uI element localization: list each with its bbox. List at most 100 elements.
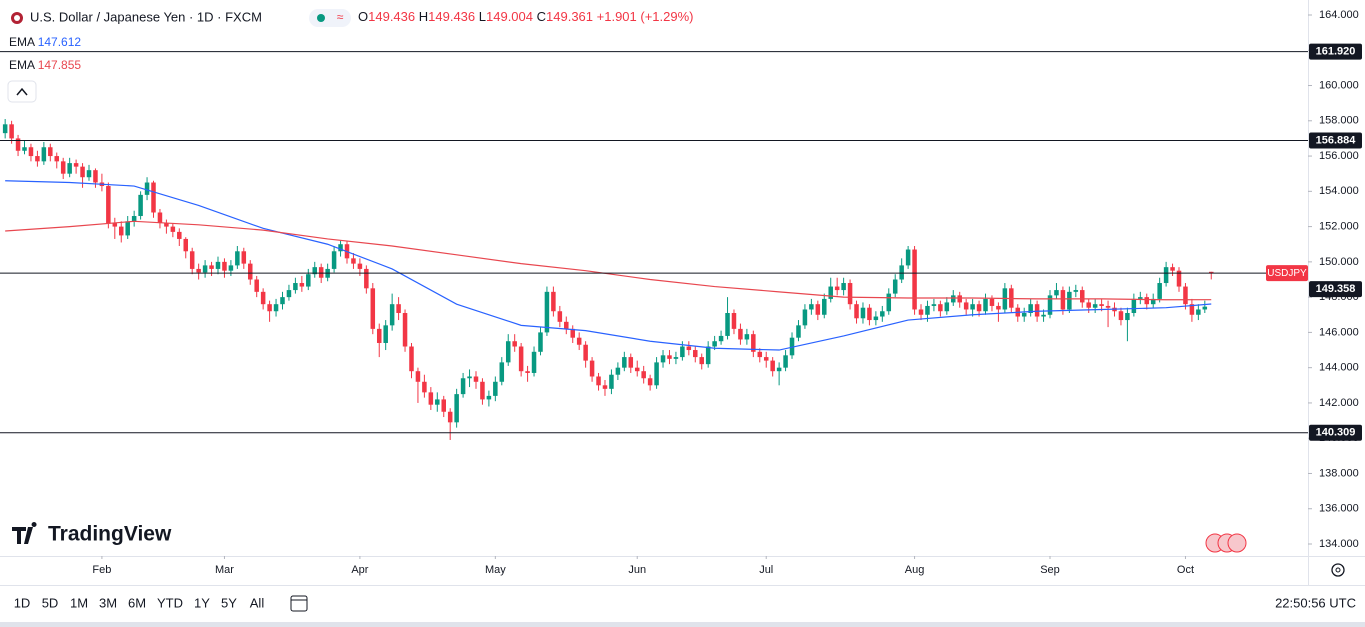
range-button[interactable]: All bbox=[250, 595, 265, 610]
candle-body bbox=[409, 346, 414, 372]
candle-body bbox=[267, 304, 272, 312]
candle-body bbox=[705, 346, 711, 365]
candle-body bbox=[41, 147, 47, 162]
candle-body bbox=[415, 371, 421, 382]
range-button[interactable]: 5D bbox=[42, 595, 59, 610]
range-button[interactable]: 5Y bbox=[221, 595, 237, 610]
candle-body bbox=[783, 355, 788, 368]
range-button[interactable]: 1M bbox=[70, 595, 88, 610]
candle-body bbox=[880, 311, 885, 317]
candle-body bbox=[428, 392, 434, 405]
y-tick-label: 144.000 bbox=[1319, 362, 1359, 374]
y-tick-label: 156.000 bbox=[1319, 150, 1359, 162]
change: +1.901 bbox=[597, 9, 637, 24]
range-button[interactable]: 6M bbox=[128, 595, 146, 610]
candle-body bbox=[299, 283, 305, 287]
candle-body bbox=[751, 334, 756, 352]
candle-body bbox=[634, 367, 640, 372]
candle-body bbox=[318, 267, 324, 278]
brand-logo bbox=[12, 522, 37, 544]
candle-body bbox=[963, 302, 969, 310]
y-tick-label: 134.000 bbox=[1319, 538, 1359, 550]
candle-body bbox=[686, 346, 692, 351]
candle-body bbox=[551, 291, 556, 312]
candle-body bbox=[867, 307, 872, 321]
candle-body bbox=[1034, 304, 1040, 317]
price-label-box bbox=[1309, 43, 1362, 60]
candle-body bbox=[757, 351, 763, 358]
high-value: 149.436 bbox=[428, 9, 475, 24]
candle-body bbox=[215, 261, 221, 269]
flag-icon-inner bbox=[14, 15, 20, 21]
x-tick-label: Sep bbox=[1040, 564, 1060, 576]
candle-body bbox=[312, 267, 318, 275]
brand-name: TradingView bbox=[48, 523, 172, 546]
candle-body bbox=[912, 249, 917, 310]
range-button[interactable]: 3M bbox=[99, 595, 117, 610]
candle-body bbox=[54, 156, 60, 162]
candle-body bbox=[1118, 311, 1124, 321]
event-icon[interactable] bbox=[1227, 533, 1247, 553]
candle-body bbox=[518, 346, 524, 372]
candle-body bbox=[35, 156, 40, 162]
candle-body bbox=[131, 216, 137, 222]
settings-icon[interactable] bbox=[1331, 563, 1345, 577]
price-label: 156.884 bbox=[1316, 134, 1357, 146]
candle-body bbox=[589, 360, 595, 377]
candle-body bbox=[576, 337, 582, 345]
candle-body bbox=[480, 381, 485, 400]
y-tick-label: 150.000 bbox=[1319, 256, 1359, 268]
badge-icon: ≈ bbox=[337, 10, 344, 24]
candle-body bbox=[1208, 271, 1214, 274]
candle-body bbox=[1138, 297, 1143, 299]
candle-body bbox=[673, 357, 679, 359]
collapse-icon bbox=[16, 87, 28, 96]
candle-body bbox=[570, 328, 575, 338]
price-label-box bbox=[1309, 281, 1362, 298]
settings-icon-inner bbox=[1335, 567, 1341, 573]
range-button[interactable]: 1Y bbox=[194, 595, 210, 610]
candle-body bbox=[1092, 304, 1098, 308]
candle-body bbox=[557, 311, 563, 322]
label-o: O bbox=[358, 9, 368, 24]
y-tick-label: 154.000 bbox=[1319, 185, 1359, 197]
candle-body bbox=[834, 286, 840, 291]
x-tick-label: Aug bbox=[905, 564, 925, 576]
candle-body bbox=[1080, 290, 1085, 303]
candle-body bbox=[2, 124, 8, 134]
close-value: 149.361 bbox=[546, 9, 593, 24]
candle-body bbox=[1041, 314, 1046, 317]
candle-body bbox=[86, 170, 92, 178]
candle-body bbox=[809, 304, 814, 310]
ema-name: EMA bbox=[9, 58, 35, 72]
candle-body bbox=[925, 305, 930, 315]
candle-body bbox=[235, 251, 240, 266]
candle-body bbox=[544, 291, 550, 333]
candle-body bbox=[1176, 270, 1182, 287]
candle-body bbox=[1060, 290, 1066, 310]
candle-body bbox=[738, 328, 743, 340]
ema-line bbox=[5, 220, 1212, 301]
open-value: 149.436 bbox=[368, 9, 415, 24]
symbol-label: USDJPY bbox=[1267, 268, 1307, 279]
range-button[interactable]: YTD bbox=[157, 595, 183, 610]
candle-body bbox=[48, 147, 53, 157]
candle-body bbox=[493, 381, 498, 396]
plot-area bbox=[0, 51, 1308, 440]
x-tick-label: Feb bbox=[92, 564, 111, 576]
candle-body bbox=[454, 394, 459, 423]
candle-body bbox=[938, 304, 943, 312]
x-tick-label: Apr bbox=[351, 564, 368, 576]
candle-body bbox=[138, 194, 143, 217]
candle-body bbox=[396, 304, 401, 314]
candle-body bbox=[1086, 302, 1091, 308]
range-button[interactable]: 1D bbox=[14, 595, 31, 610]
ohlc-legend: O149.436 H149.436 L149.004 C149.361 +1.9… bbox=[358, 9, 694, 24]
x-tick-label: Jun bbox=[628, 564, 646, 576]
date-range-icon[interactable] bbox=[290, 595, 308, 612]
collapse-button[interactable] bbox=[7, 80, 37, 103]
y-tick-label: 138.000 bbox=[1319, 467, 1359, 479]
candle-body bbox=[144, 182, 150, 195]
candle-body bbox=[641, 371, 646, 379]
